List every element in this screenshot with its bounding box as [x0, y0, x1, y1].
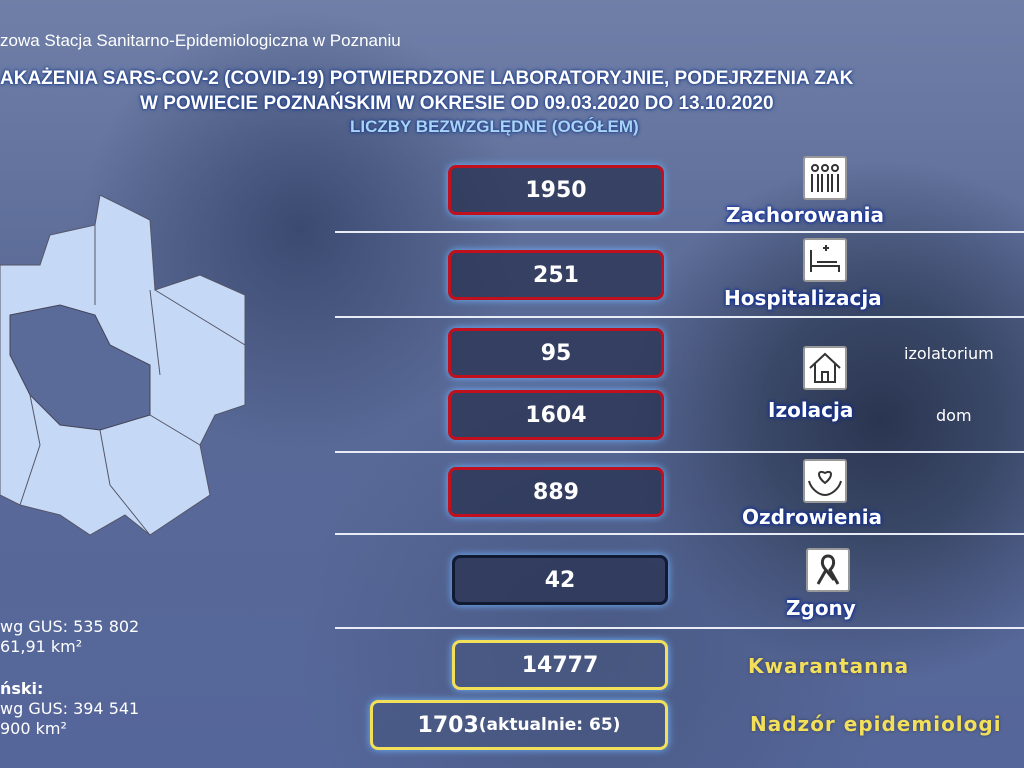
county-area: 900 km²	[0, 719, 67, 738]
subtitle: LICZBY BEZWZGLĘDNE (OGÓŁEM)	[350, 117, 639, 136]
hospital-value: 251	[448, 250, 664, 300]
divider	[335, 316, 1024, 318]
city-area: 61,91 km²	[0, 637, 83, 656]
isolation-izolatorium-value: 95	[448, 328, 664, 378]
divider	[335, 231, 1024, 233]
deaths-value: 42	[452, 555, 668, 605]
title-line-2: W POWIECIE POZNAŃSKIM W OKRESIE OD 09.03…	[140, 93, 774, 114]
supervision-label: Nadzór epidemiologi	[750, 712, 1002, 736]
supervision-current: (aktualnie: 65)	[478, 715, 621, 735]
county-population: wg GUS: 394 541	[0, 699, 140, 718]
izolatorium-note: izolatorium	[904, 344, 994, 363]
supervision-value: 1703	[417, 712, 479, 738]
divider	[335, 451, 1024, 453]
deaths-label: Zgony	[786, 596, 856, 620]
title-line-1: AKAŻENIA SARS-COV-2 (COVID-19) POTWIERDZ…	[0, 68, 854, 89]
organization-name: zowa Stacja Sanitarno-Epidemiologiczna w…	[0, 31, 401, 50]
quarantine-label: Kwarantanna	[748, 654, 910, 678]
supervision-value-box: 1703 (aktualnie: 65)	[370, 700, 668, 750]
divider	[335, 533, 1024, 535]
cases-label: Zachorowania	[726, 203, 884, 227]
recovered-value: 889	[448, 467, 664, 517]
hospital-bed-icon	[803, 238, 847, 282]
recovered-label: Ozdrowienia	[742, 505, 883, 529]
county-map	[0, 195, 246, 536]
city-population: wg GUS: 535 802	[0, 617, 140, 636]
cases-value: 1950	[448, 165, 664, 215]
divider	[335, 627, 1024, 629]
ribbon-icon	[806, 548, 850, 592]
house-icon	[803, 346, 847, 390]
home-note: dom	[936, 406, 972, 425]
heart-hands-icon	[803, 459, 847, 503]
county-title: ński:	[0, 679, 44, 698]
hospital-label: Hospitalizacja	[724, 286, 882, 310]
isolation-label: Izolacja	[768, 398, 854, 422]
quarantine-value: 14777	[452, 640, 668, 690]
people-icon	[803, 156, 847, 200]
isolation-home-value: 1604	[448, 390, 664, 440]
